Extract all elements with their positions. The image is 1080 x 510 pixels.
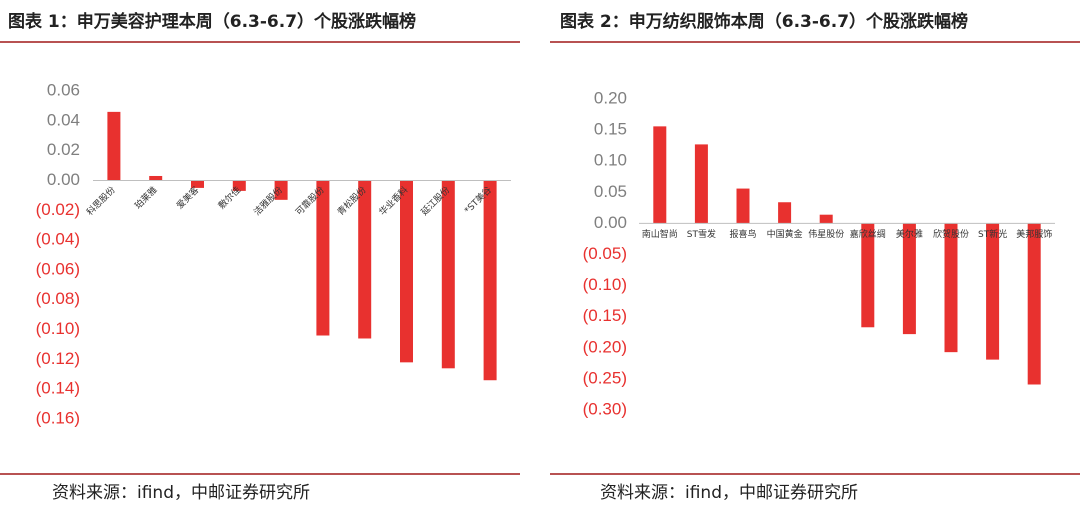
- bar: [694, 144, 708, 224]
- x-tick-label: 科思股份: [84, 184, 118, 218]
- bar: [902, 223, 916, 335]
- bar: [400, 180, 413, 363]
- y-tick-label: (0.25): [583, 368, 627, 387]
- bar: [986, 223, 1000, 360]
- x-tick-label: ST雪发: [687, 228, 716, 240]
- bar: [861, 223, 875, 328]
- bar: [736, 188, 750, 224]
- x-tick-label: 美邦服饰: [1016, 228, 1052, 240]
- y-tick-label: (0.16): [36, 408, 80, 427]
- y-tick-label: 0.20: [594, 88, 627, 107]
- chart-title: 图表 2：申万纺织服饰本周（6.3-6.7）个股涨跌幅榜: [560, 11, 968, 32]
- x-tick-label: 伟星股份: [808, 228, 844, 240]
- x-tick-label: 美尔雅: [896, 228, 923, 240]
- y-tick-label: 0.00: [47, 170, 80, 189]
- bar: [1027, 223, 1041, 385]
- y-tick-label: (0.12): [36, 349, 80, 368]
- bar: [232, 180, 246, 191]
- y-tick-label: 0.10: [594, 151, 627, 170]
- y-tick-label: (0.10): [583, 275, 627, 294]
- y-tick-label: 0.06: [47, 80, 80, 99]
- y-tick-label: (0.15): [583, 306, 627, 325]
- y-tick-label: 0.15: [594, 120, 627, 139]
- x-tick-label: 欣贺股份: [933, 228, 969, 240]
- y-tick-label: (0.20): [583, 337, 627, 356]
- y-tick-label: 0.02: [47, 140, 80, 159]
- y-tick-label: (0.02): [36, 200, 80, 219]
- chart-title: 图表 1：申万美容护理本周（6.3-6.7）个股涨跌幅榜: [8, 11, 416, 32]
- y-tick-label: 0.04: [47, 110, 80, 129]
- y-tick-label: (0.04): [36, 230, 80, 249]
- bar: [358, 180, 372, 339]
- source-note: 资料来源：ifind，中邮证券研究所: [600, 483, 858, 503]
- y-tick-label: (0.05): [583, 244, 627, 263]
- y-tick-label: (0.08): [36, 289, 80, 308]
- bar: [274, 180, 288, 200]
- bar: [149, 175, 163, 181]
- y-tick-label: (0.10): [36, 319, 80, 338]
- source-note: 资料来源：ifind，中邮证券研究所: [52, 483, 310, 503]
- y-tick-label: 0.05: [594, 182, 627, 201]
- bar: [653, 126, 667, 224]
- bar: [441, 180, 455, 369]
- y-tick-label: (0.14): [36, 379, 80, 398]
- y-tick-label: (0.30): [583, 399, 627, 418]
- x-tick-label: 珀莱雅: [132, 184, 160, 212]
- x-tick-label: 报喜鸟: [729, 228, 756, 240]
- x-tick-label: ST新光: [978, 228, 1007, 240]
- x-tick-label: 南山智尚: [642, 228, 678, 240]
- x-tick-label: 嘉欣丝绸: [850, 228, 886, 240]
- bar: [483, 180, 497, 381]
- bar: [191, 180, 204, 188]
- y-tick-label: (0.06): [36, 259, 80, 278]
- bar: [819, 214, 833, 224]
- bar: [778, 202, 792, 224]
- bar: [944, 223, 958, 353]
- y-tick-label: 0.00: [594, 213, 627, 232]
- bar: [107, 111, 121, 181]
- bar: [316, 180, 330, 336]
- x-tick-label: 洁雅股份: [251, 184, 285, 218]
- x-tick-label: 爱美客: [174, 184, 202, 212]
- x-tick-label: 中国黄金: [767, 228, 803, 240]
